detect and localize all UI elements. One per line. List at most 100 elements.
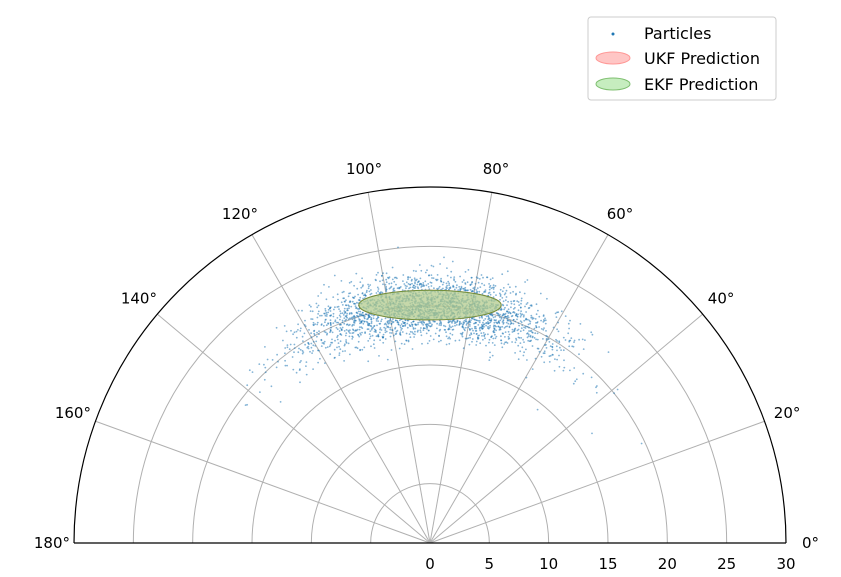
particle-point [474, 330, 477, 332]
particle-point [579, 323, 582, 325]
particle-point [346, 307, 349, 310]
particle-point [275, 366, 278, 369]
particle-point [525, 317, 527, 320]
particle-point [531, 316, 534, 319]
particle-point [275, 326, 278, 329]
particle-point [451, 325, 454, 328]
particle-point [417, 321, 420, 324]
particle-point [310, 336, 313, 339]
particle-point [542, 352, 545, 355]
particle-point [502, 300, 505, 303]
particle-point [430, 264, 433, 267]
particle-point [401, 320, 404, 323]
particle-point [468, 320, 471, 322]
particle-point [548, 361, 551, 363]
particle-point [469, 336, 471, 339]
particle-point [424, 271, 427, 274]
particle-point [349, 292, 352, 294]
particle-point [307, 347, 310, 350]
particle-point [527, 335, 530, 337]
particle-point [552, 326, 555, 329]
particle-point [512, 308, 515, 310]
particle-point [378, 355, 380, 357]
particle-point [341, 304, 344, 306]
particle-point [526, 318, 529, 321]
particle-point [332, 322, 335, 324]
prediction-ellipses [358, 289, 502, 321]
particle-point [347, 304, 350, 307]
particle-point [477, 337, 480, 340]
particle-point [364, 332, 366, 334]
particle-point [258, 363, 261, 365]
particle-point [362, 284, 364, 287]
particle-point [355, 307, 357, 309]
particle-point [359, 296, 362, 299]
particle-point [494, 333, 496, 336]
particle-point [349, 353, 351, 356]
particle-point [399, 324, 402, 327]
particle-point [387, 276, 389, 279]
particle-point [523, 351, 525, 354]
particle-point [426, 326, 428, 329]
particle-point [546, 335, 549, 338]
particle-point [464, 326, 467, 329]
particle-point [430, 274, 433, 276]
particle-point [357, 334, 360, 337]
particle-point [531, 318, 534, 320]
particle-point [451, 260, 454, 263]
particle-point [514, 341, 517, 344]
particle-point [384, 331, 387, 334]
particle-point [556, 328, 558, 331]
particle-point [292, 333, 294, 336]
particle-point [414, 327, 417, 330]
particle-point [499, 295, 502, 297]
particle-point [356, 287, 359, 290]
r-gridline-15 [251, 364, 609, 544]
particle-point [340, 280, 343, 282]
particle-point [543, 327, 545, 329]
particle-point [401, 327, 403, 330]
particle-point [398, 319, 401, 322]
particle-point [444, 329, 447, 331]
particle-point [480, 274, 483, 276]
particle-point [488, 319, 491, 322]
particle-point [412, 286, 415, 289]
legend-particles-label: Particles [644, 24, 711, 43]
legend-ekf-label: EKF Prediction [644, 75, 758, 94]
particle-point [464, 282, 467, 284]
particle-point [453, 278, 455, 280]
particle-point [555, 345, 558, 348]
particle-point [376, 317, 379, 320]
theta-tick-label: 100° [346, 160, 382, 178]
particle-point [311, 318, 314, 320]
particle-point [499, 298, 501, 301]
particle-point [295, 330, 298, 333]
particle-point [476, 290, 479, 293]
particle-point [368, 323, 371, 325]
particle-point [391, 266, 394, 269]
particle-point [517, 313, 519, 316]
particle-point [582, 372, 585, 375]
particle-point [523, 319, 526, 322]
particle-point [315, 340, 318, 343]
particle-point [556, 349, 558, 352]
particle-point [358, 335, 361, 338]
particle-point [520, 310, 522, 313]
particle-point [266, 358, 269, 361]
particle-point [345, 329, 348, 331]
particle-point [558, 341, 561, 344]
particle-point [368, 333, 371, 335]
particle-point [377, 288, 380, 290]
particle-point [432, 277, 435, 279]
particle-point [581, 338, 584, 341]
particle-point [487, 315, 490, 318]
particle-point [528, 326, 530, 329]
particle-point [514, 352, 516, 354]
particle-point [458, 339, 461, 342]
particle-point [526, 302, 529, 304]
particle-point [370, 328, 373, 331]
particle-point [284, 352, 286, 355]
particle-point [438, 334, 440, 337]
particle-point [476, 287, 479, 289]
particle-point [350, 312, 353, 314]
